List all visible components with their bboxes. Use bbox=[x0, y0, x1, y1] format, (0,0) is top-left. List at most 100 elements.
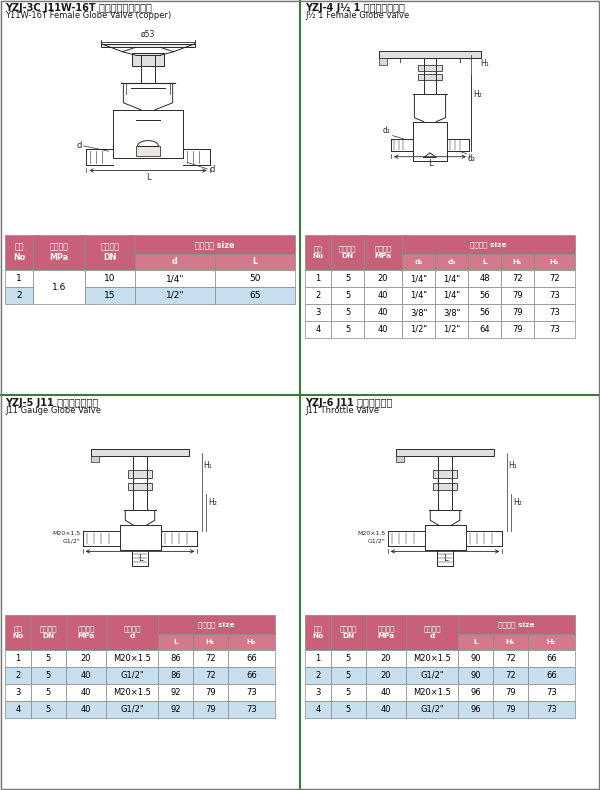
Text: 1/4": 1/4" bbox=[166, 274, 184, 283]
Text: H₂: H₂ bbox=[513, 498, 522, 506]
Text: H₁: H₁ bbox=[506, 639, 515, 645]
Text: 20: 20 bbox=[81, 654, 91, 663]
Text: 公称通径
DN: 公称通径 DN bbox=[40, 626, 57, 639]
Bar bbox=[528, 634, 575, 650]
Bar bbox=[396, 457, 404, 462]
Text: 66: 66 bbox=[246, 671, 257, 680]
Text: J11 Throttle Valve: J11 Throttle Valve bbox=[305, 406, 379, 415]
Bar bbox=[534, 304, 575, 321]
Bar bbox=[501, 321, 534, 338]
Bar bbox=[458, 684, 493, 701]
Bar bbox=[158, 615, 275, 634]
Text: 1/4": 1/4" bbox=[410, 291, 427, 300]
Bar bbox=[433, 470, 457, 478]
Bar bbox=[493, 650, 528, 667]
Text: 5: 5 bbox=[345, 291, 350, 300]
Text: 1: 1 bbox=[16, 654, 20, 663]
Text: L: L bbox=[443, 554, 448, 562]
Bar bbox=[215, 270, 295, 287]
Bar bbox=[331, 650, 366, 667]
Bar bbox=[528, 650, 575, 667]
Text: Y11W-16T Female Globe Valve (copper): Y11W-16T Female Globe Valve (copper) bbox=[5, 11, 171, 20]
Bar bbox=[366, 650, 406, 667]
Bar bbox=[402, 304, 435, 321]
Bar bbox=[5, 684, 31, 701]
Bar bbox=[366, 701, 406, 718]
Text: G1/2": G1/2" bbox=[120, 705, 144, 714]
Text: d: d bbox=[172, 258, 178, 266]
Bar bbox=[406, 615, 458, 650]
Text: 96: 96 bbox=[470, 688, 481, 697]
Bar bbox=[135, 287, 215, 304]
Bar bbox=[136, 146, 160, 156]
Bar bbox=[364, 270, 402, 287]
Text: 48: 48 bbox=[479, 274, 490, 283]
Text: H₂: H₂ bbox=[247, 639, 256, 645]
Text: 40: 40 bbox=[381, 705, 391, 714]
Bar bbox=[402, 254, 435, 270]
Text: d₁: d₁ bbox=[383, 126, 391, 135]
Text: 72: 72 bbox=[505, 654, 516, 663]
Text: 1/4": 1/4" bbox=[443, 291, 460, 300]
Text: H₁: H₁ bbox=[203, 461, 212, 470]
Text: 5: 5 bbox=[46, 671, 51, 680]
Text: 5: 5 bbox=[346, 671, 351, 680]
Bar bbox=[379, 51, 481, 58]
Bar bbox=[402, 235, 575, 254]
Text: 79: 79 bbox=[505, 705, 516, 714]
Bar bbox=[379, 58, 387, 65]
Text: 1.6: 1.6 bbox=[52, 283, 66, 292]
Text: 1/4": 1/4" bbox=[410, 274, 427, 283]
Text: 96: 96 bbox=[470, 705, 481, 714]
Bar bbox=[305, 684, 331, 701]
Bar bbox=[85, 270, 135, 287]
Text: 5: 5 bbox=[345, 325, 350, 334]
Bar bbox=[31, 667, 66, 684]
Bar bbox=[66, 667, 106, 684]
Bar bbox=[305, 304, 331, 321]
Text: 20: 20 bbox=[381, 671, 391, 680]
Bar bbox=[5, 270, 33, 287]
Text: 5: 5 bbox=[346, 705, 351, 714]
Bar bbox=[364, 321, 402, 338]
Bar bbox=[458, 701, 493, 718]
Bar bbox=[364, 287, 402, 304]
Text: 73: 73 bbox=[546, 688, 557, 697]
Bar bbox=[66, 684, 106, 701]
Text: 3/8": 3/8" bbox=[410, 308, 427, 317]
Text: 序号
No: 序号 No bbox=[313, 626, 323, 639]
Text: YZJ-4 J½ 1 型内螺纹截止阀: YZJ-4 J½ 1 型内螺纹截止阀 bbox=[305, 3, 405, 13]
Text: 90: 90 bbox=[470, 671, 481, 680]
Text: G1/2": G1/2" bbox=[420, 705, 444, 714]
Text: 5: 5 bbox=[46, 654, 51, 663]
Bar bbox=[501, 304, 534, 321]
Text: 40: 40 bbox=[81, 705, 91, 714]
Bar bbox=[193, 650, 228, 667]
Text: d₂: d₂ bbox=[447, 259, 456, 265]
Bar bbox=[301, 396, 599, 789]
Bar bbox=[501, 270, 534, 287]
Bar bbox=[5, 701, 31, 718]
Text: 1/2": 1/2" bbox=[166, 291, 184, 300]
Text: 4: 4 bbox=[316, 325, 320, 334]
Text: 3: 3 bbox=[316, 688, 320, 697]
Text: 65: 65 bbox=[249, 291, 261, 300]
Bar bbox=[301, 1, 599, 394]
Bar bbox=[305, 667, 331, 684]
Text: 工作压力
MPa: 工作压力 MPa bbox=[49, 243, 68, 262]
Text: 73: 73 bbox=[549, 308, 560, 317]
Text: 序号
No: 序号 No bbox=[13, 626, 23, 639]
Bar bbox=[5, 615, 31, 650]
Text: H₁: H₁ bbox=[513, 259, 522, 265]
Bar bbox=[406, 701, 458, 718]
Bar bbox=[158, 701, 193, 718]
Bar bbox=[458, 615, 575, 634]
Bar bbox=[528, 667, 575, 684]
Bar bbox=[5, 287, 33, 304]
Bar bbox=[135, 254, 215, 270]
Text: L: L bbox=[253, 258, 257, 266]
Text: 40: 40 bbox=[81, 688, 91, 697]
Bar bbox=[31, 615, 66, 650]
Bar bbox=[396, 449, 494, 457]
Bar bbox=[331, 287, 364, 304]
